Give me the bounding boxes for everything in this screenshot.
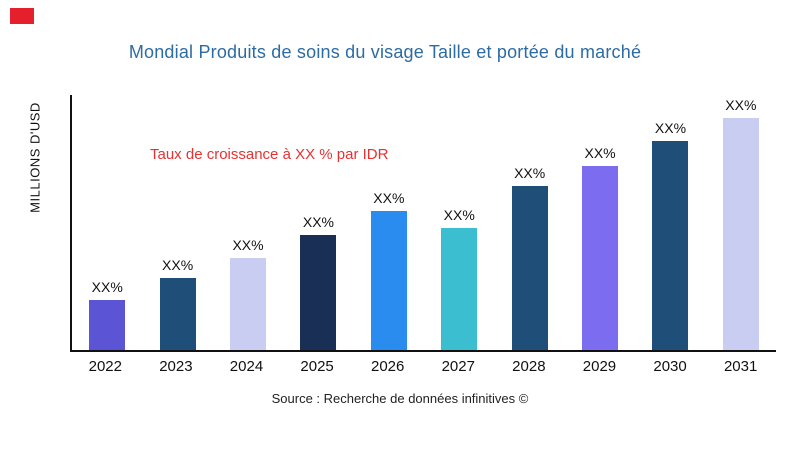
bar-column: XX%	[354, 190, 424, 350]
bar	[652, 141, 689, 350]
x-tick-label: 2029	[582, 358, 617, 375]
bar-value-label: XX%	[584, 145, 616, 161]
x-tick-label: 2031	[723, 358, 758, 375]
bar-value-label: XX%	[443, 207, 475, 223]
bar-value-label: XX%	[162, 257, 194, 273]
bar	[441, 228, 478, 350]
bar-column: XX%	[72, 279, 142, 350]
bar	[159, 278, 196, 350]
logo-mark	[10, 8, 34, 24]
x-tick-label: 2026	[370, 358, 405, 375]
bar-column: XX%	[142, 257, 212, 350]
bar-column: XX%	[213, 237, 283, 350]
bars: XX% XX% XX% XX% XX% XX% XX% XX% XX% XX%	[72, 95, 776, 350]
page-title: Mondial Produits de soins du visage Tail…	[128, 42, 642, 62]
bar-column: XX%	[494, 165, 564, 350]
x-axis-labels: 2022 2023 2024 2025 2026 2027 2028 2029 2030 2031	[70, 358, 776, 375]
source-text: Source : Recherche de données infinitive…	[271, 391, 529, 406]
bar-value-label: XX%	[725, 97, 757, 113]
x-tick-label: 2022	[88, 358, 122, 375]
bar	[230, 258, 267, 350]
bar-column: XX%	[424, 207, 494, 350]
bar-value-label: XX%	[232, 237, 264, 253]
bar-value-label: XX%	[302, 214, 334, 230]
bar	[89, 300, 126, 350]
bar	[300, 235, 337, 350]
growth-annotation: Taux de croissance à XX % par IDR	[150, 146, 389, 163]
bar	[370, 211, 407, 350]
bar-column: XX%	[565, 145, 635, 350]
x-tick-label: 2030	[653, 358, 687, 375]
bar-value-label: XX%	[514, 165, 546, 181]
bar-column: XX%	[283, 214, 353, 350]
bar-value-label: XX%	[91, 279, 123, 295]
bar-value-label: XX%	[373, 190, 405, 206]
bar	[582, 166, 619, 350]
plot-area: XX% XX% XX% XX% XX% XX% XX% XX% XX% XX%	[70, 95, 776, 352]
x-tick-label: 2025	[300, 358, 334, 375]
y-axis-label: MILLIONS D'USD	[27, 102, 43, 213]
x-tick-label: 2023	[159, 358, 193, 375]
bar-column: XX%	[706, 97, 776, 350]
x-tick-label: 2024	[229, 358, 264, 375]
x-tick-label: 2027	[441, 358, 475, 375]
x-tick-label: 2028	[512, 358, 546, 375]
bar-value-label: XX%	[654, 120, 687, 136]
bar	[511, 186, 548, 350]
bar-column: XX%	[635, 120, 705, 350]
bar	[722, 118, 759, 350]
